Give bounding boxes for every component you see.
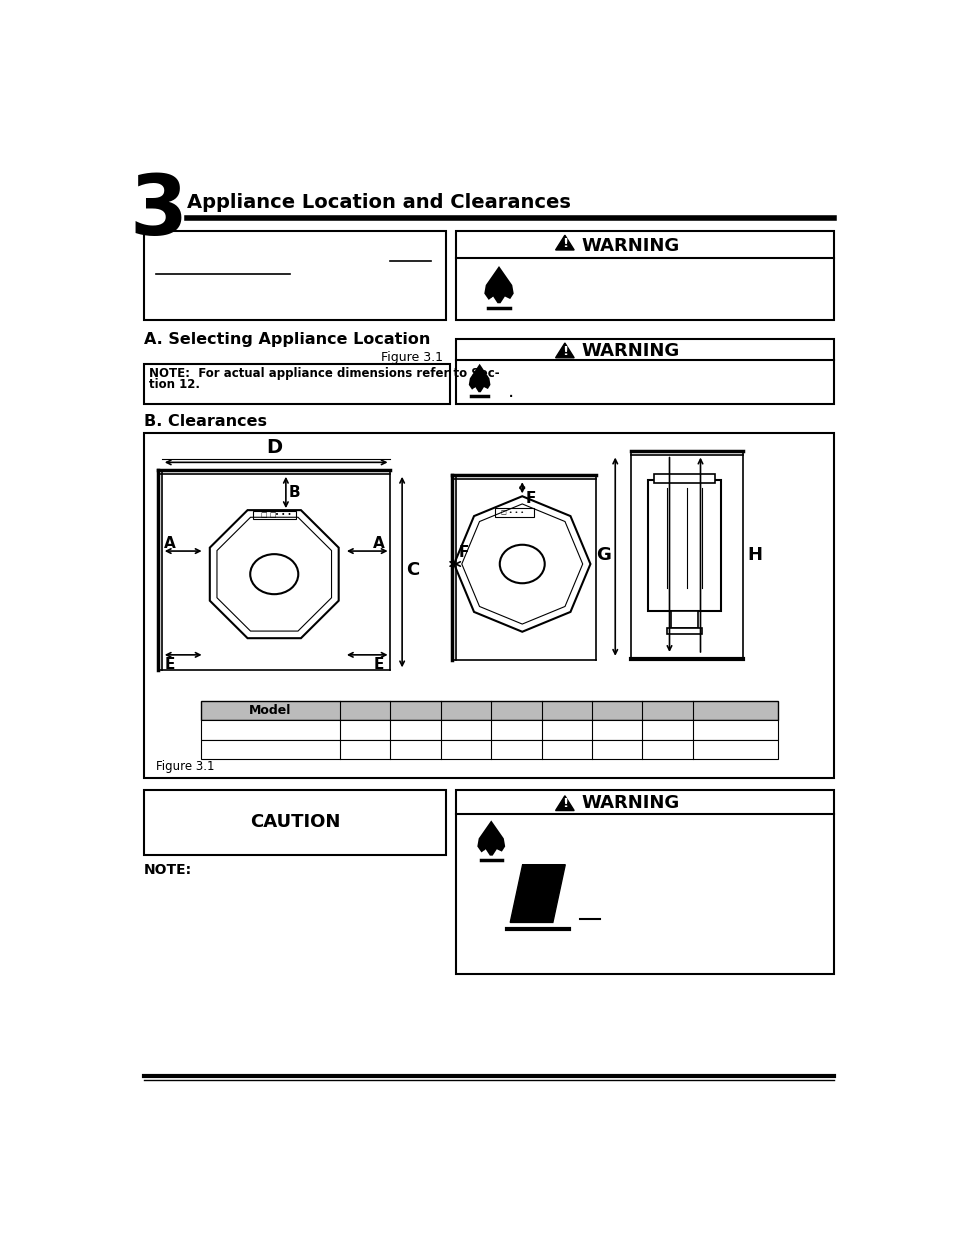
Text: NOTE:  For actual appliance dimensions refer to Sec-: NOTE: For actual appliance dimensions re… [149, 367, 498, 380]
Text: CAUTION: CAUTION [250, 813, 340, 831]
Bar [670, 611, 698, 627]
Polygon shape [480, 842, 487, 851]
Text: E: E [164, 657, 174, 672]
Text: WARNING: WARNING [581, 237, 679, 254]
Text: Figure 3.1: Figure 3.1 [156, 760, 214, 773]
Text: Appliance Location and Clearances: Appliance Location and Clearances [187, 193, 571, 211]
Text: 3: 3 [129, 172, 187, 252]
Bar [200, 720, 778, 740]
Bar [253, 511, 295, 519]
Text: H: H [746, 546, 761, 563]
Text: □ • • •: □ • • • [500, 510, 524, 515]
Polygon shape [468, 364, 490, 393]
Text: □ □: □ □ [260, 511, 276, 517]
Polygon shape [476, 820, 505, 856]
Text: !: ! [561, 798, 567, 810]
Bar [654, 474, 715, 483]
Bar [456, 231, 833, 320]
Bar [144, 364, 450, 404]
Polygon shape [495, 841, 500, 850]
Polygon shape [471, 382, 476, 388]
Bar [647, 480, 720, 611]
Text: !: ! [561, 345, 567, 358]
Text: G: G [596, 546, 611, 563]
Bar [456, 340, 833, 404]
Bar [495, 508, 534, 517]
Bar [144, 789, 446, 855]
Polygon shape [487, 289, 494, 298]
Text: .: . [508, 382, 514, 401]
Text: A: A [164, 536, 175, 551]
Bar [456, 789, 833, 974]
Text: NOTE:: NOTE: [144, 863, 192, 877]
Polygon shape [510, 864, 565, 923]
Text: tion 12.: tion 12. [149, 378, 199, 391]
Text: A: A [373, 536, 384, 551]
Text: C: C [406, 561, 418, 579]
Bar [144, 433, 833, 778]
Bar [200, 740, 778, 758]
Text: B: B [289, 485, 300, 500]
Polygon shape [484, 266, 513, 304]
Bar [666, 627, 701, 634]
Text: • • •: • • • [274, 511, 291, 517]
Polygon shape [503, 288, 509, 296]
Text: B. Clearances: B. Clearances [144, 414, 267, 429]
Bar [144, 231, 446, 320]
Text: WARNING: WARNING [581, 794, 679, 813]
Polygon shape [555, 343, 574, 358]
Text: WARNING: WARNING [581, 342, 679, 359]
Text: !: ! [561, 237, 567, 249]
Text: Figure 3.1: Figure 3.1 [381, 351, 443, 364]
Polygon shape [555, 795, 574, 810]
Polygon shape [482, 380, 487, 387]
Text: F: F [525, 492, 536, 506]
Polygon shape [555, 235, 574, 249]
Bar [200, 701, 778, 720]
Text: D: D [266, 438, 282, 457]
Text: F: F [458, 545, 469, 559]
Text: Model: Model [249, 704, 292, 718]
Text: A. Selecting Appliance Location: A. Selecting Appliance Location [144, 332, 430, 347]
Text: E: E [374, 657, 384, 672]
